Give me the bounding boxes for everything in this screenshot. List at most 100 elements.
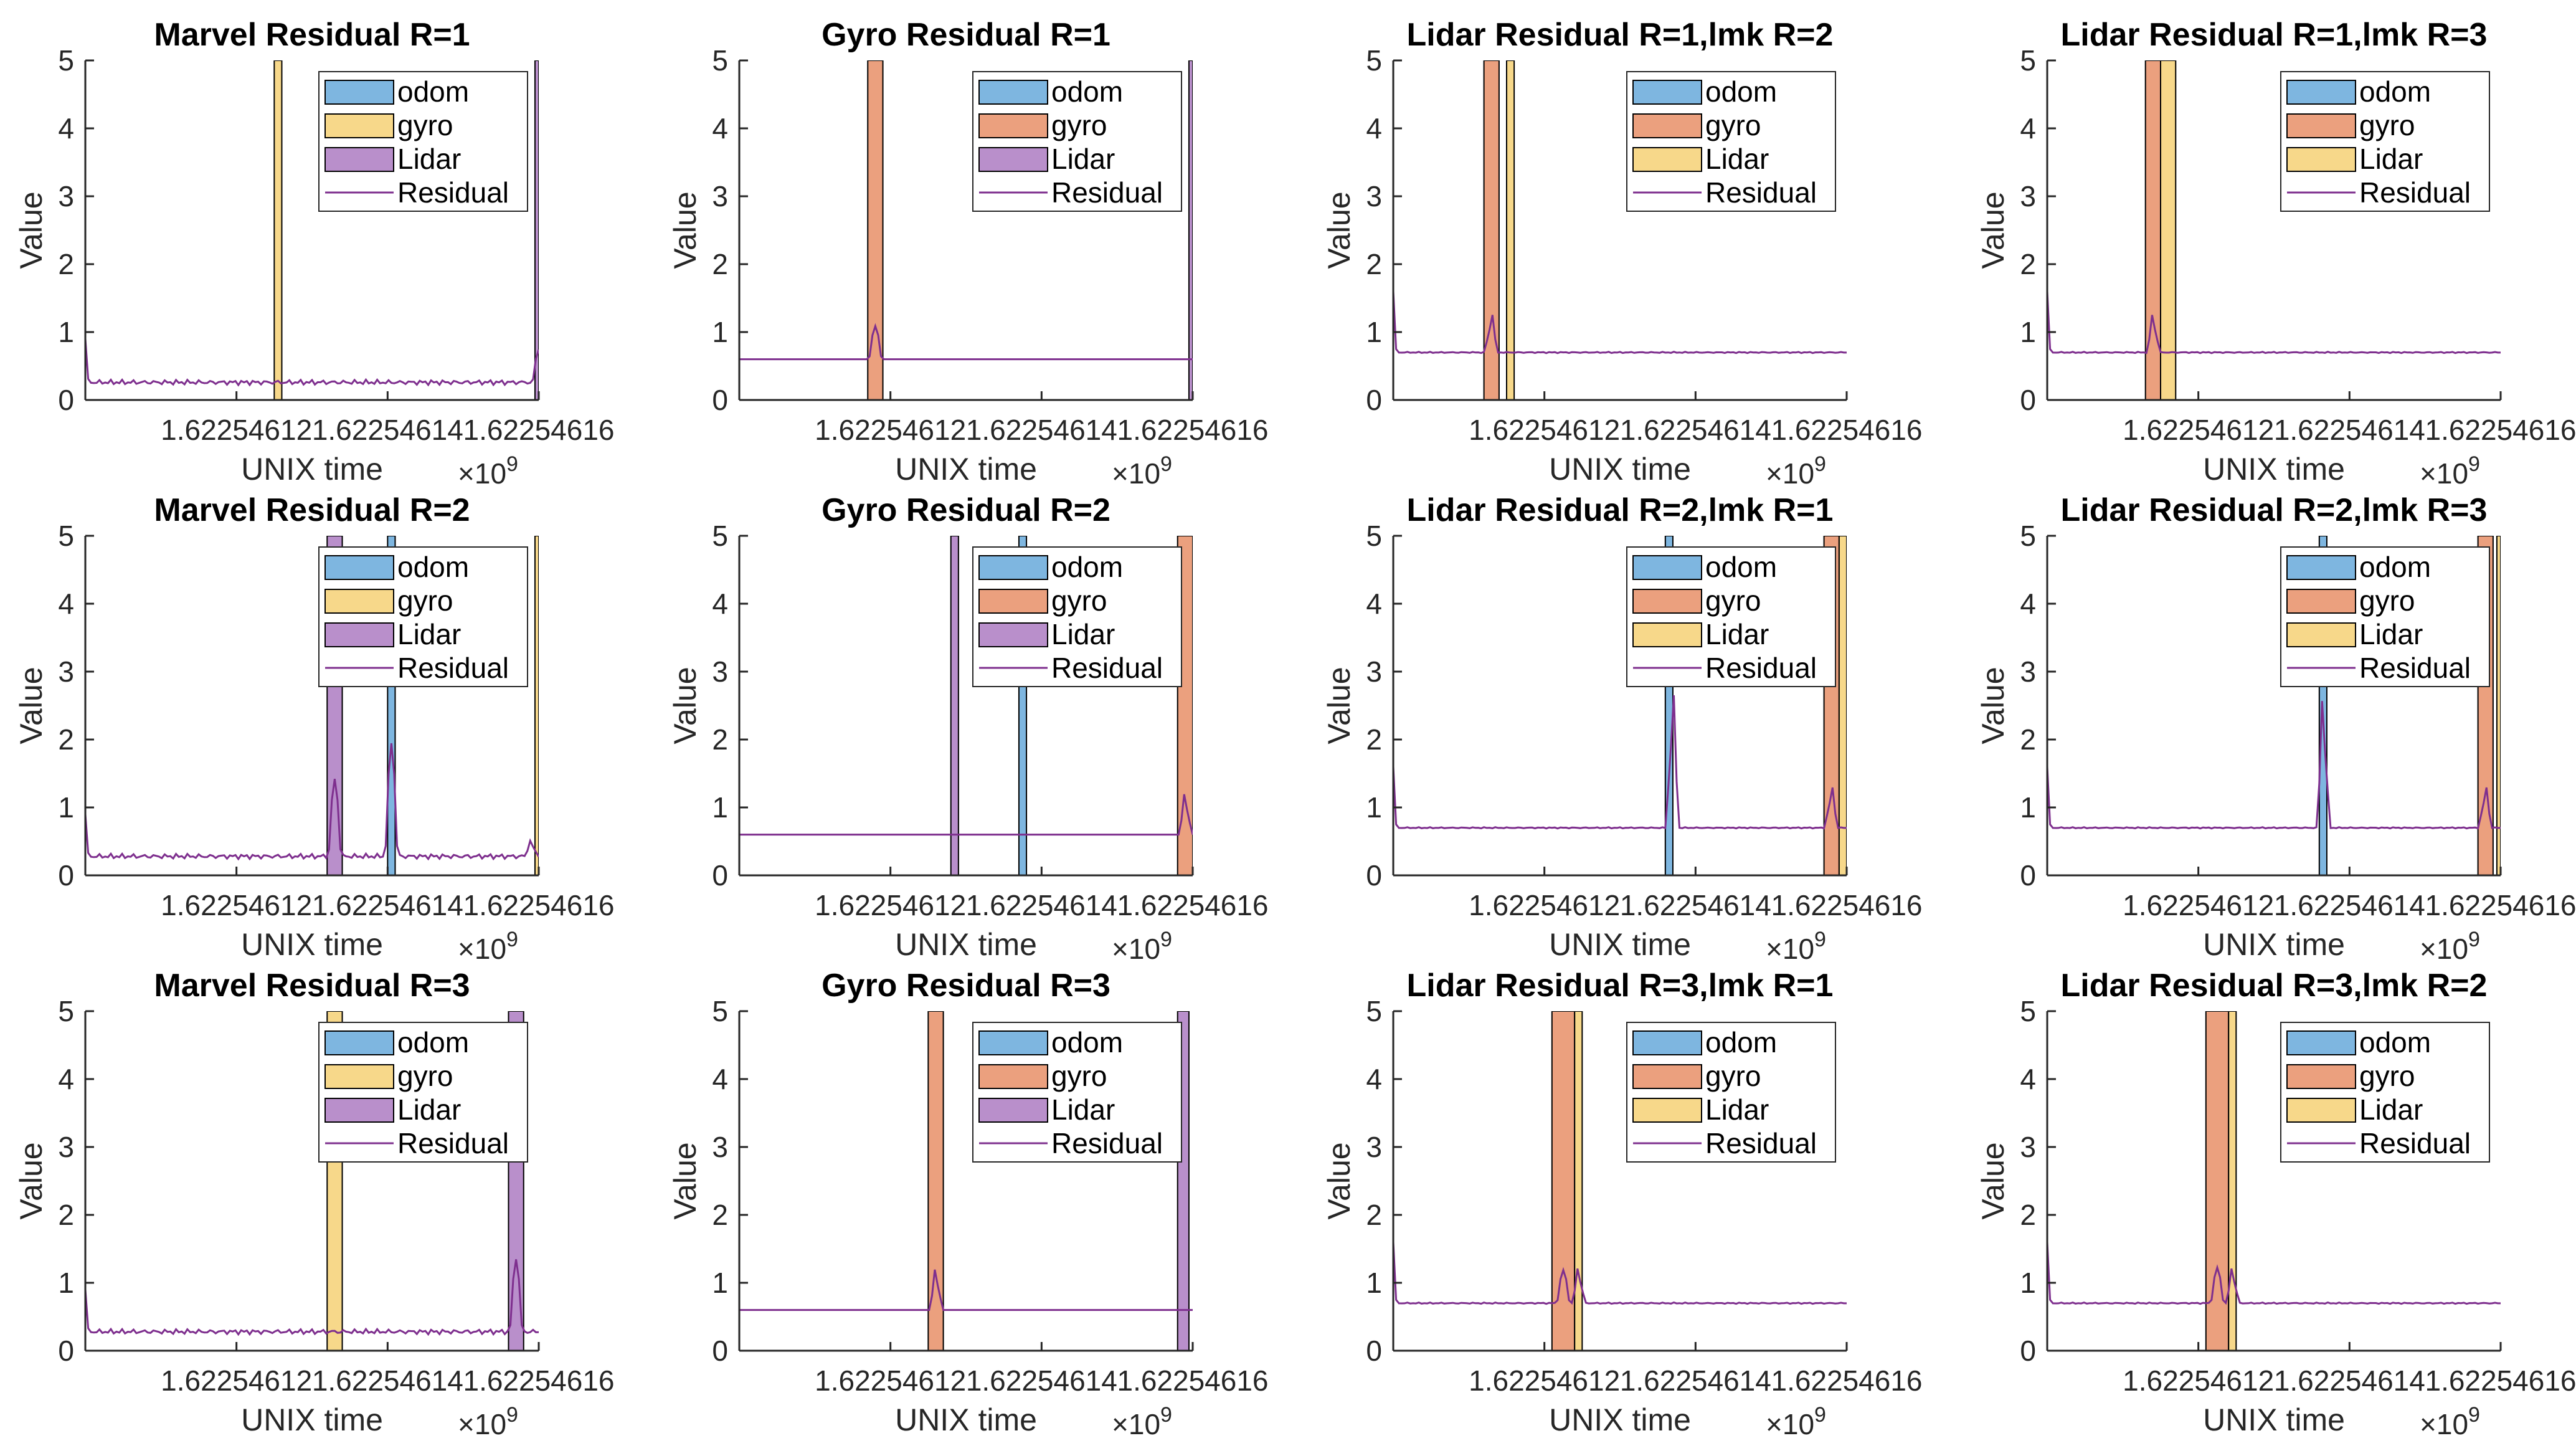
legend-label-residual: Residual — [397, 176, 509, 209]
y-tick-label: 5 — [1366, 995, 1382, 1027]
legend-swatch-gyro — [2286, 113, 2356, 138]
legend-label-lidar: Lidar — [1705, 618, 1769, 650]
x-multiplier: ×109 — [2420, 1403, 2480, 1440]
subplot-10: 0 1 2 3 4 5 1.62254612 1.62254614 1.62254616 Gyro… — [668, 968, 1269, 1440]
x-multiplier: ×109 — [1112, 928, 1172, 965]
band-lidar — [534, 60, 539, 400]
y-tick-label: 1 — [1366, 1267, 1382, 1299]
band-gyro — [2205, 1011, 2230, 1351]
subplot-3: 0 1 2 3 4 5 1.62254612 1.62254614 1.62254616 Lida… — [1322, 17, 1923, 490]
legend-label-residual: Residual — [1705, 176, 1817, 209]
legend-label-lidar: Lidar — [397, 618, 461, 650]
y-tick-label: 4 — [2020, 1063, 2036, 1095]
y-axis-label: Value — [1322, 191, 1357, 269]
x-multiplier-exponent: 9 — [2468, 928, 2480, 951]
x-tick-label: 1.62254612 — [161, 889, 312, 921]
x-tick-label: 1.62254614 — [966, 889, 1117, 921]
y-axis-label: Value — [14, 667, 49, 744]
y-tick-label: 3 — [1366, 1131, 1382, 1163]
x-multiplier-exponent: 9 — [1160, 1403, 1172, 1427]
x-multiplier-exponent: 9 — [1160, 928, 1172, 951]
x-tick-label: 1.62254612 — [815, 414, 966, 446]
x-tick-label: 1.62254616 — [2425, 889, 2576, 921]
y-tick-label: 5 — [712, 520, 728, 552]
legend-label-odom: odom — [1705, 1026, 1777, 1059]
y-tick-label: 5 — [1366, 44, 1382, 77]
legend-label-gyro: gyro — [2359, 584, 2415, 617]
y-tick-label: 3 — [712, 1131, 728, 1163]
y-tick-label: 2 — [2020, 248, 2036, 280]
residual-line — [739, 794, 1193, 836]
y-axis-label: Value — [668, 1142, 703, 1219]
y-tick-label: 3 — [2020, 655, 2036, 688]
y-axis-label: Value — [668, 667, 703, 744]
legend-swatch-gyro — [2286, 589, 2356, 614]
x-multiplier-base: ×10 — [458, 933, 506, 965]
y-tick-label: 2 — [58, 723, 74, 756]
y-tick-label: 2 — [1366, 1199, 1382, 1231]
x-tick-label: 1.62254616 — [1771, 414, 1922, 446]
y-tick-label: 3 — [712, 655, 728, 688]
chart-title: Lidar Residual R=2,lmk R=3 — [2061, 492, 2488, 528]
x-axis-label: UNIX time — [241, 927, 383, 962]
legend-label-lidar: Lidar — [2359, 1093, 2423, 1126]
y-tick-label: 0 — [58, 859, 74, 892]
legend-label-gyro: gyro — [2359, 109, 2415, 141]
legend-label-lidar: Lidar — [397, 1093, 461, 1126]
chart-title: Marvel Residual R=2 — [154, 492, 470, 528]
plot-content — [1393, 1011, 1847, 1351]
legend-label-odom: odom — [1051, 551, 1123, 583]
legend-label-odom: odom — [1051, 75, 1123, 108]
y-tick-label: 1 — [58, 316, 74, 348]
y-tick-label: 4 — [1366, 588, 1382, 620]
legend-swatch-lidar — [324, 1098, 394, 1123]
x-tick-label: 1.62254616 — [2425, 414, 2576, 446]
legend-swatch-lidar — [978, 622, 1048, 647]
legend-swatch-odom — [1632, 555, 1702, 580]
chart-title: Lidar Residual R=2,lmk R=1 — [1407, 492, 1834, 528]
legend-label-gyro: gyro — [1051, 584, 1107, 617]
x-tick-label: 1.62254616 — [463, 414, 614, 446]
y-tick-label: 3 — [2020, 1131, 2036, 1163]
y-axis-label: Value — [14, 191, 49, 269]
subplot-8: 0 1 2 3 4 5 1.62254612 1.62254614 1.62254616 Lida… — [1976, 492, 2576, 965]
x-multiplier-exponent: 9 — [1814, 1403, 1826, 1427]
y-tick-label: 2 — [1366, 723, 1382, 756]
legend-swatch-odom — [2286, 555, 2356, 580]
legend-label-gyro: gyro — [1705, 584, 1761, 617]
y-tick-label: 2 — [712, 723, 728, 756]
y-tick-label: 3 — [58, 180, 74, 212]
x-multiplier: ×109 — [458, 452, 518, 490]
subplot-5: 0 1 2 3 4 5 1.62254612 1.62254614 1.62254616 Marv… — [14, 492, 615, 965]
chart-title: Marvel Residual R=3 — [154, 968, 470, 1004]
y-tick-label: 3 — [1366, 655, 1382, 688]
legend-label-lidar: Lidar — [1051, 143, 1115, 175]
legend-swatch-gyro — [1632, 1064, 1702, 1089]
legend-label-gyro: gyro — [1705, 109, 1761, 141]
legend-label-residual: Residual — [2359, 652, 2471, 684]
x-tick-label: 1.62254616 — [1771, 889, 1922, 921]
legend-swatch-odom — [324, 1030, 394, 1055]
band-lidar — [950, 536, 959, 875]
chart-title: Lidar Residual R=3,lmk R=2 — [2061, 968, 2488, 1004]
residual-line — [2047, 1242, 2501, 1305]
subplot-11: 0 1 2 3 4 5 1.62254612 1.62254614 1.62254616 Lida… — [1322, 968, 1923, 1440]
x-multiplier: ×109 — [1766, 1403, 1826, 1440]
band-lidar — [1506, 60, 1515, 400]
residual-line — [1393, 291, 1847, 354]
x-axis-label: UNIX time — [895, 1402, 1037, 1437]
x-tick-label: 1.62254614 — [2274, 414, 2425, 446]
x-multiplier-base: ×10 — [1112, 933, 1160, 965]
y-tick-label: 2 — [58, 248, 74, 280]
y-tick-label: 4 — [58, 1063, 74, 1095]
y-tick-label: 5 — [1366, 520, 1382, 552]
x-multiplier-base: ×10 — [2420, 457, 2468, 490]
band-lidar — [2160, 60, 2177, 400]
y-axis-label: Value — [1976, 1142, 2010, 1219]
